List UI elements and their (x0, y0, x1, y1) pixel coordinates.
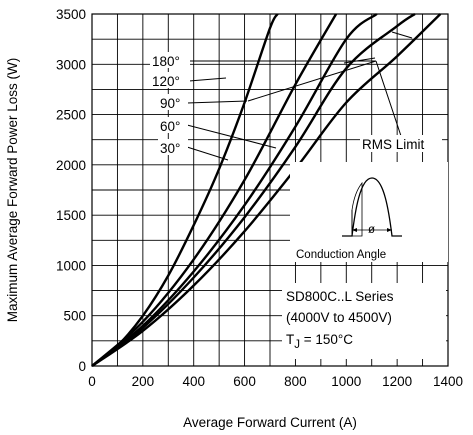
x-tick-labels: 0 200 400 600 800 1000 1200 1400 (88, 374, 463, 389)
label-bg-60 (158, 117, 188, 133)
leader-line (186, 100, 248, 104)
y-tick-label: 2000 (56, 158, 86, 173)
series-line-2 (91, 13, 378, 367)
y-tick-label: 2500 (56, 108, 86, 123)
leader-line (391, 31, 413, 39)
y-tick-label: 3000 (56, 57, 86, 72)
leader-line (343, 57, 376, 64)
series-curves (91, 12, 442, 367)
label-60: 60° (160, 119, 180, 134)
label-120: 120° (152, 74, 180, 89)
series-line-4 (91, 13, 442, 367)
label-bg-30 (158, 139, 188, 155)
label-bg-180 (150, 52, 190, 68)
x-tick-label: 0 (88, 374, 96, 389)
x-tick-label: 1000 (331, 374, 361, 389)
x-tick-label: 800 (284, 374, 307, 389)
conduction-angle-label: Conduction Angle (296, 249, 386, 261)
x-tick-label: 1200 (382, 374, 412, 389)
label-bg-120 (150, 72, 190, 88)
series-text: SD800C..L Series (286, 289, 394, 304)
series-line-3 (91, 12, 416, 367)
tj-text: TJ = 150°C (286, 332, 353, 351)
rms-limit-label: RMS Limit (362, 137, 425, 152)
rms-label-bg (360, 135, 442, 152)
y-tick-labels: 0 500 1000 1500 2000 2500 3000 3500 (56, 7, 86, 374)
x-axis-label: Average Forward Current (A) (183, 415, 357, 430)
y-tick-label: 1500 (56, 208, 86, 223)
conduction-angle-inset: ø Conduction Angle (290, 162, 448, 262)
label-180: 180° (152, 54, 180, 69)
y-tick-label: 500 (63, 309, 86, 324)
device-info: SD800C..L Series (4000V to 4500V) TJ = 1… (282, 283, 446, 359)
y-tick-label: 0 (78, 359, 86, 374)
leader-line (186, 124, 277, 149)
leader-line (375, 60, 402, 137)
x-tick-label: 400 (182, 374, 205, 389)
annotation-leaders (186, 31, 413, 161)
sine-hump (342, 177, 402, 237)
label-30: 30° (160, 141, 180, 156)
label-bg-90 (158, 94, 188, 110)
x-tick-label: 1400 (433, 374, 463, 389)
series-line-1 (91, 13, 338, 367)
y-axis-label: Maximum Average Forward Power Loss (W) (5, 58, 20, 323)
label-90: 90° (160, 96, 180, 111)
voltage-text: (4000V to 4500V) (286, 310, 392, 325)
leader-line (247, 60, 377, 102)
x-tick-label: 600 (233, 374, 256, 389)
x-tick-label: 200 (132, 374, 155, 389)
y-tick-label: 1000 (56, 258, 86, 273)
phi-symbol: ø (368, 224, 375, 236)
leader-line (186, 146, 229, 161)
leader-line (188, 77, 227, 82)
y-tick-label: 3500 (56, 7, 86, 22)
